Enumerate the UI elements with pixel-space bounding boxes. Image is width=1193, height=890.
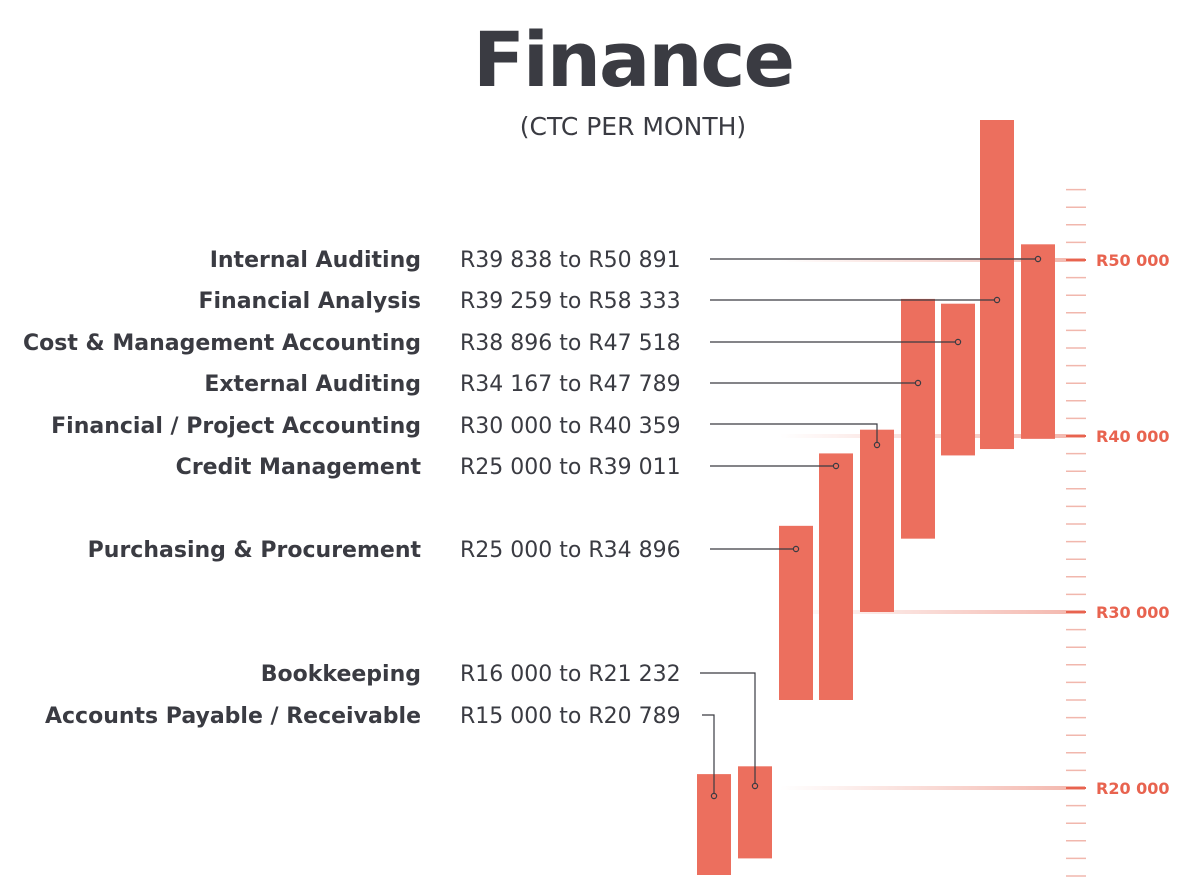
leader-dot-6 xyxy=(792,545,800,553)
axis-minor-ticks xyxy=(1066,188,1086,877)
range-label-5: R25 000 to R39 011 xyxy=(460,455,681,480)
tick-label-2: R40 000 xyxy=(1096,427,1170,446)
leader-line-8 xyxy=(702,714,715,796)
reference-line-0 xyxy=(780,786,1085,790)
range-bar-5 xyxy=(819,453,853,700)
leader-dot-0 xyxy=(1034,255,1042,263)
leader-dot-1 xyxy=(993,296,1001,304)
leader-dot-8 xyxy=(710,792,718,800)
range-label-3: R34 167 to R47 789 xyxy=(460,372,681,397)
range-label-1: R39 259 to R58 333 xyxy=(460,289,681,314)
range-bar-3 xyxy=(901,298,935,539)
reference-line-3 xyxy=(780,258,1085,262)
leader-line-7 xyxy=(700,672,756,786)
range-bar-1 xyxy=(980,120,1014,450)
tick-label-3: R50 000 xyxy=(1096,251,1170,270)
leader-dot-2 xyxy=(954,338,962,346)
range-label-6: R25 000 to R34 896 xyxy=(460,538,681,563)
leader-line-4 xyxy=(710,423,878,445)
reference-line-1 xyxy=(780,610,1085,614)
range-label-8: R15 000 to R20 789 xyxy=(460,704,681,729)
category-label-1: Financial Analysis xyxy=(198,289,421,314)
range-label-0: R39 838 to R50 891 xyxy=(460,248,681,273)
category-label-4: Financial / Project Accounting xyxy=(51,414,421,439)
category-labels: Internal Auditing R39 838 to R50 891 Finan… xyxy=(23,248,681,729)
leader-dot-5 xyxy=(832,462,840,470)
leader-dot-4 xyxy=(873,441,881,449)
range-label-7: R16 000 to R21 232 xyxy=(460,662,681,687)
range-bar-6 xyxy=(779,525,813,700)
range-bar-4 xyxy=(860,429,894,612)
leader-dot-3 xyxy=(914,379,922,387)
category-label-3: External Auditing xyxy=(204,372,421,397)
leader-dot-7 xyxy=(751,782,759,790)
chart-subtitle: (CTC PER MONTH) xyxy=(520,112,746,141)
range-bar-0 xyxy=(1021,244,1055,439)
category-label-6: Purchasing & Procurement xyxy=(88,538,422,563)
tick-label-1: R30 000 xyxy=(1096,603,1170,622)
category-label-7: Bookkeeping xyxy=(261,662,421,687)
category-label-2: Cost & Management Accounting xyxy=(23,331,421,356)
range-bars xyxy=(697,120,1055,875)
category-label-5: Credit Management xyxy=(176,455,422,480)
tick-label-0: R20 000 xyxy=(1096,779,1170,798)
leader-lines xyxy=(700,255,1042,800)
range-label-2: R38 896 to R47 518 xyxy=(460,331,681,356)
category-label-8: Accounts Payable / Receivable xyxy=(45,704,421,729)
category-label-0: Internal Auditing xyxy=(210,248,421,273)
axis-tick-labels: R20 000 R30 000 R40 000 R50 000 xyxy=(1096,251,1170,798)
range-bar-2 xyxy=(941,303,975,456)
chart-title: Finance xyxy=(473,15,793,104)
range-label-4: R30 000 to R40 359 xyxy=(460,414,681,439)
